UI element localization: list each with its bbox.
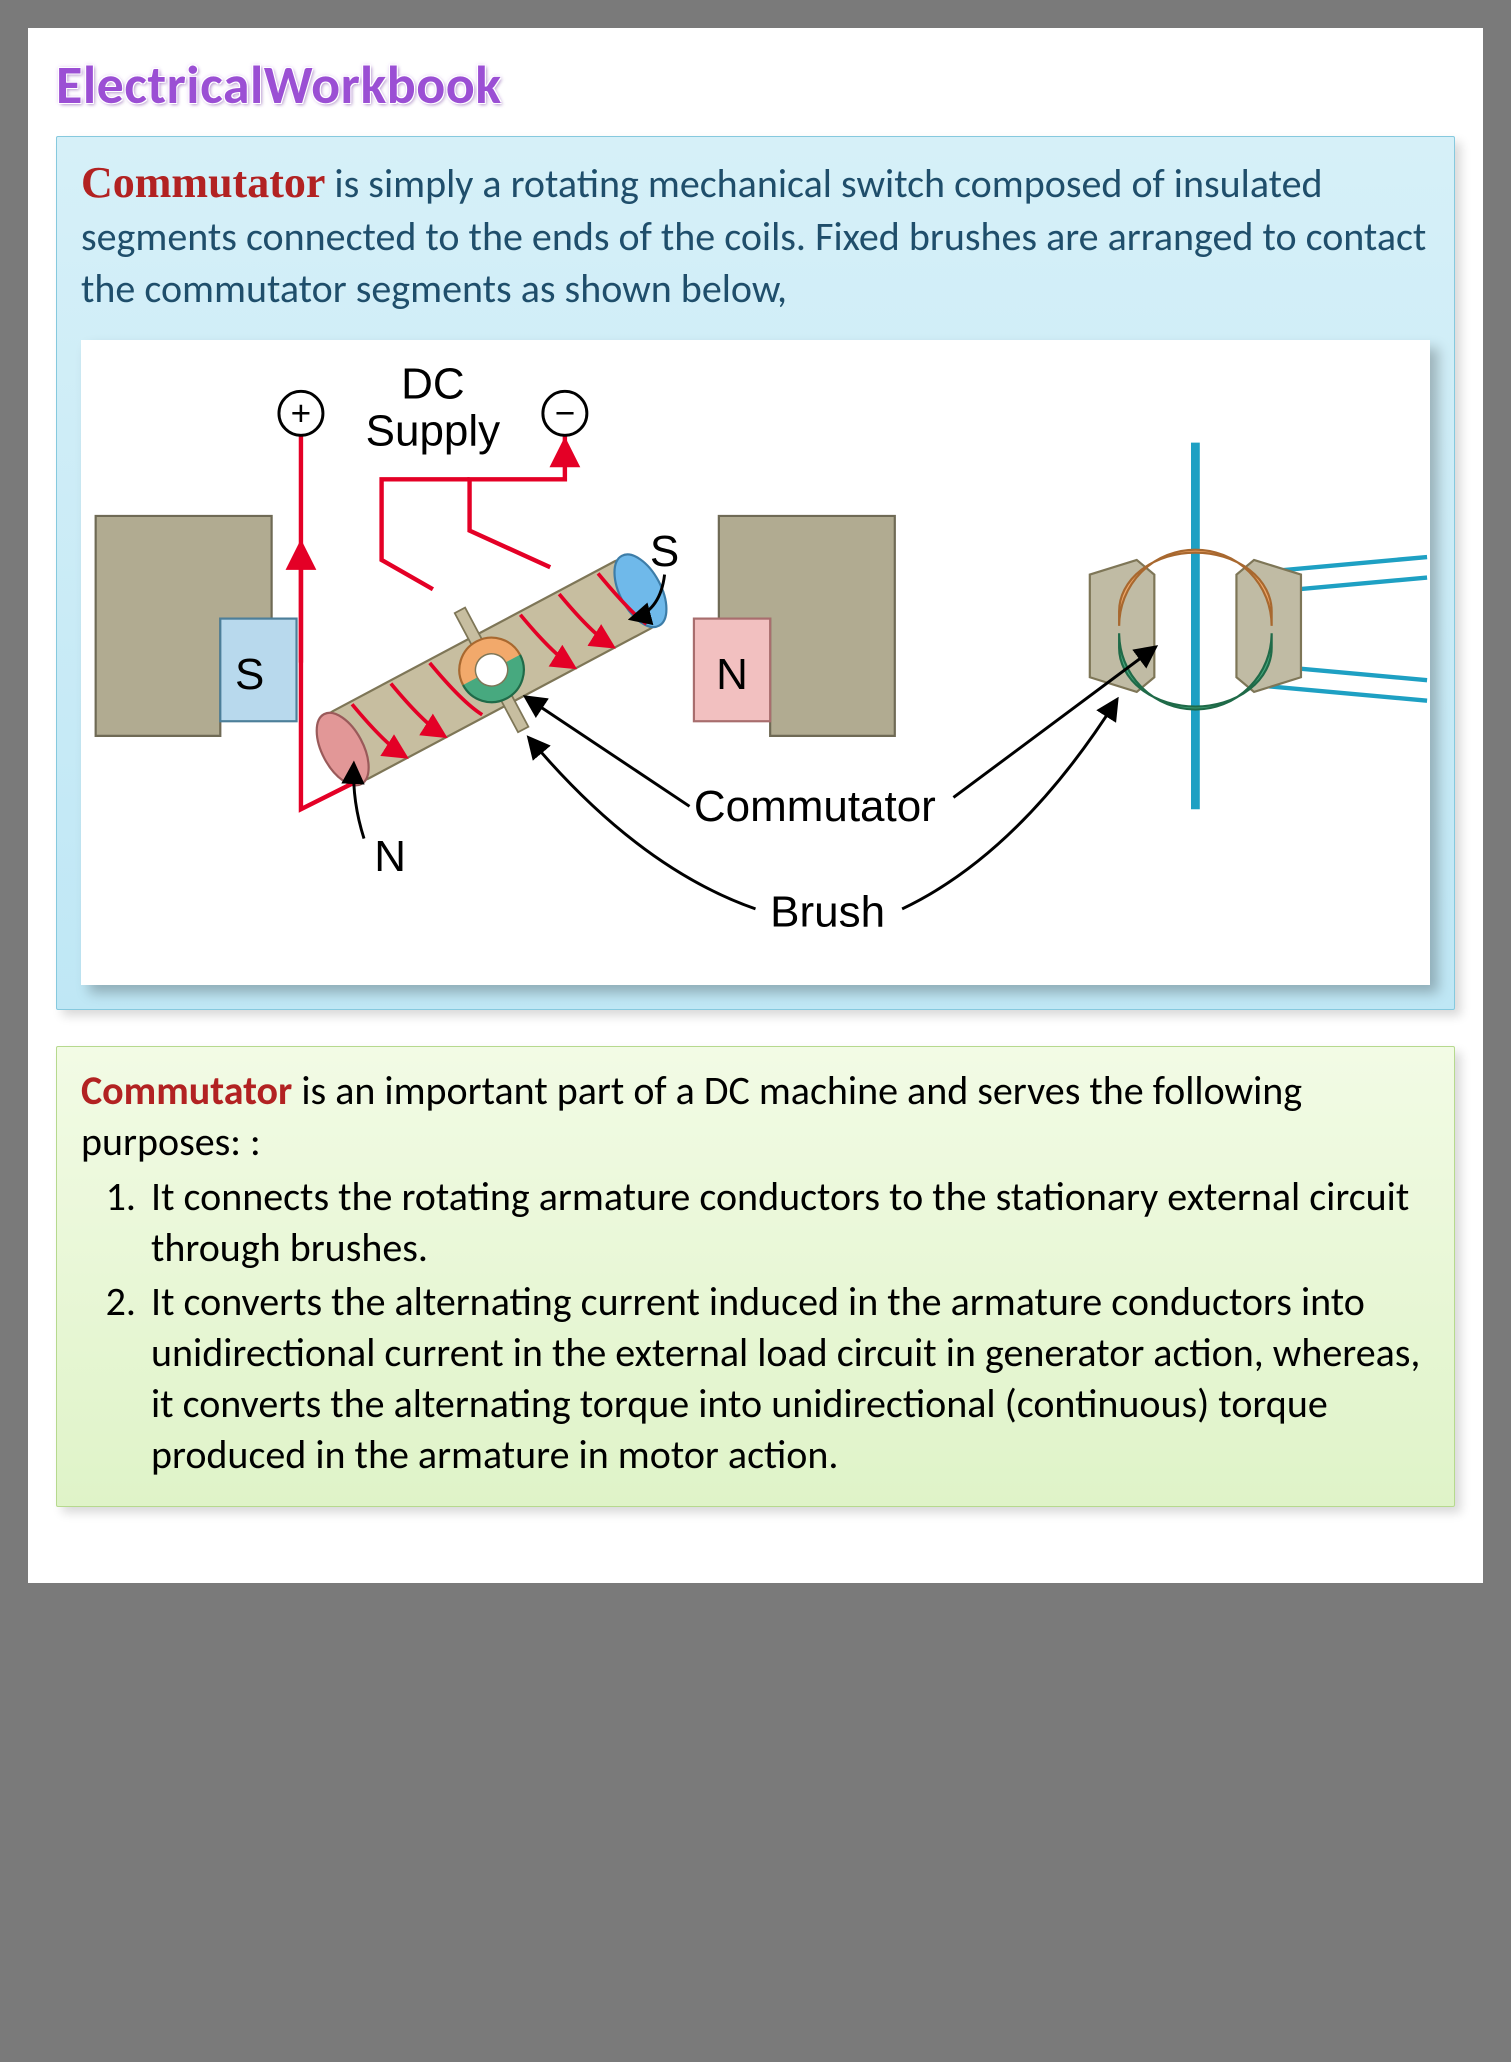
- label-n-right: N: [716, 650, 748, 699]
- list-item: It converts the alternating current indu…: [145, 1276, 1430, 1481]
- label-minus: −: [555, 394, 576, 433]
- label-brush: Brush: [770, 887, 885, 936]
- arrow-commutator-left: [527, 697, 690, 806]
- intro-term: Commutator: [81, 158, 325, 207]
- page: ElectricalWorkbook Commutator is simply …: [28, 28, 1483, 1583]
- purposes-lead: Commutator is an important part of a DC …: [81, 1065, 1430, 1167]
- label-s-left: S: [235, 650, 264, 699]
- intro-paragraph: Commutator is simply a rotating mechanic…: [81, 155, 1430, 314]
- label-n-bottom: N: [374, 831, 406, 880]
- arrow-commutator-right: [953, 648, 1154, 798]
- purposes-list: It connects the rotating armature conduc…: [81, 1171, 1430, 1480]
- purposes-panel: Commutator is an important part of a DC …: [56, 1046, 1455, 1508]
- intro-panel: Commutator is simply a rotating mechanic…: [56, 136, 1455, 1010]
- label-commutator: Commutator: [694, 782, 936, 831]
- purposes-term: Commutator: [81, 1066, 292, 1115]
- list-item: It connects the rotating armature conduc…: [145, 1171, 1430, 1273]
- label-plus: +: [291, 394, 312, 433]
- site-title: ElectricalWorkbook: [56, 52, 1455, 118]
- commutator-detail: [1090, 442, 1427, 809]
- diagram-svg: S N: [81, 340, 1430, 985]
- label-s-top: S: [650, 526, 679, 575]
- label-supply: Supply: [366, 406, 500, 455]
- magnet-right: N: [694, 516, 895, 736]
- commutator-diagram: S N: [81, 340, 1430, 985]
- label-dc: DC: [401, 359, 465, 408]
- magnet-left: S: [96, 516, 297, 736]
